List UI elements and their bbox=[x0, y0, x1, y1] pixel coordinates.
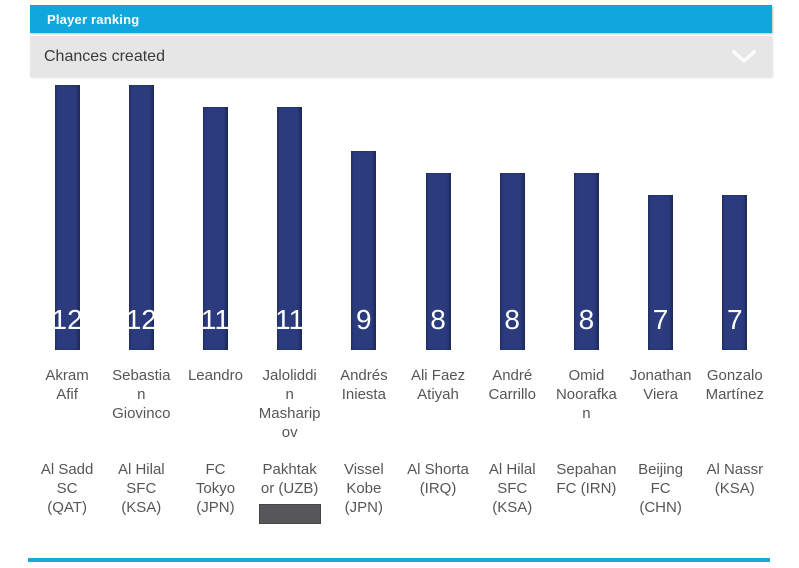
widget-header: Player ranking bbox=[30, 5, 772, 33]
bar bbox=[277, 107, 303, 350]
player-name-label: Akram Afif bbox=[45, 367, 89, 403]
bar-column: 8 bbox=[549, 77, 623, 350]
club-logo-placeholder bbox=[258, 504, 321, 524]
player-name-label: Andrés Iniesta bbox=[340, 367, 388, 403]
player-name-label: Gonzalo Martínez bbox=[705, 367, 764, 403]
club-name-label: Al Hilal SFC (KSA) bbox=[117, 461, 165, 516]
club-name-cell: Al Sadd SC (QAT) bbox=[30, 460, 104, 524]
club-name-cell: Al Shorta (IRQ) bbox=[401, 460, 475, 524]
metric-dropdown-label: Chances created bbox=[44, 47, 165, 65]
bar bbox=[351, 151, 377, 350]
bar bbox=[499, 173, 525, 350]
bar-column: 8 bbox=[475, 77, 549, 350]
player-name-label: Jaloliddin Masharipov bbox=[258, 367, 321, 441]
bar bbox=[54, 85, 80, 350]
club-name-label: Al Sadd SC (QAT) bbox=[40, 461, 94, 516]
club-name-label: Al Hilal SFC (KSA) bbox=[488, 461, 536, 516]
player-ranking-widget: Player ranking Chances created 12 12 11 … bbox=[30, 5, 772, 524]
club-name-cell: Vissel Kobe (JPN) bbox=[327, 460, 401, 524]
metric-dropdown[interactable]: Chances created bbox=[30, 36, 772, 77]
club-names-row: Al Sadd SC (QAT) Al Hilal SFC (KSA) FC T… bbox=[30, 460, 772, 524]
bar bbox=[202, 107, 228, 350]
bar bbox=[425, 173, 451, 350]
bar-chart: 12 12 11 11 9 8 8 8 7 7 bbox=[30, 77, 772, 350]
club-name-label: Vissel Kobe (JPN) bbox=[343, 461, 384, 516]
bar bbox=[648, 195, 674, 350]
club-name-cell: FC Tokyo (JPN) bbox=[178, 460, 252, 524]
player-names-row: Akram Afif Sebastian Giovinco Leandro Ja… bbox=[30, 366, 772, 460]
player-name-label: André Carrillo bbox=[488, 367, 536, 403]
chevron-down-icon[interactable] bbox=[732, 50, 756, 63]
bottom-accent-rule bbox=[28, 558, 770, 562]
club-name-label: FC Tokyo (JPN) bbox=[195, 461, 236, 516]
club-name-label: Sepahan FC (IRN) bbox=[556, 461, 617, 497]
player-name-label: Jonathan Viera bbox=[629, 367, 692, 403]
player-name-label: Sebastian Giovinco bbox=[112, 367, 171, 422]
club-name-cell: Beijing FC (CHN) bbox=[624, 460, 698, 524]
bar-column: 12 bbox=[104, 77, 178, 350]
player-name-label: Ali Faez Atiyah bbox=[410, 367, 466, 403]
bar-column: 7 bbox=[624, 77, 698, 350]
club-name-label: Al Nassr (KSA) bbox=[706, 461, 764, 497]
bar-column: 7 bbox=[698, 77, 772, 350]
bar-column: 9 bbox=[327, 77, 401, 350]
bar-column: 11 bbox=[253, 77, 327, 350]
player-name-label: Leandro bbox=[187, 367, 243, 384]
club-name-cell: Al Hilal SFC (KSA) bbox=[104, 460, 178, 524]
club-name-label: Al Shorta (IRQ) bbox=[407, 461, 469, 497]
club-name-cell: Al Nassr (KSA) bbox=[698, 460, 772, 524]
bar-column: 8 bbox=[401, 77, 475, 350]
bar bbox=[722, 195, 748, 350]
bar-column: 11 bbox=[178, 77, 252, 350]
bar bbox=[128, 85, 154, 350]
club-name-label: Pakhtakor (UZB) bbox=[260, 461, 319, 497]
bar-column: 12 bbox=[30, 77, 104, 350]
bar bbox=[573, 173, 599, 350]
club-name-label: Beijing FC (CHN) bbox=[638, 461, 684, 516]
widget-title: Player ranking bbox=[47, 11, 140, 27]
club-name-cell: Sepahan FC (IRN) bbox=[549, 460, 623, 524]
player-name-label: Omid Noorafkan bbox=[555, 367, 617, 422]
club-name-cell: Al Hilal SFC (KSA) bbox=[475, 460, 549, 524]
club-name-cell: Pakhtakor (UZB) bbox=[253, 460, 327, 524]
